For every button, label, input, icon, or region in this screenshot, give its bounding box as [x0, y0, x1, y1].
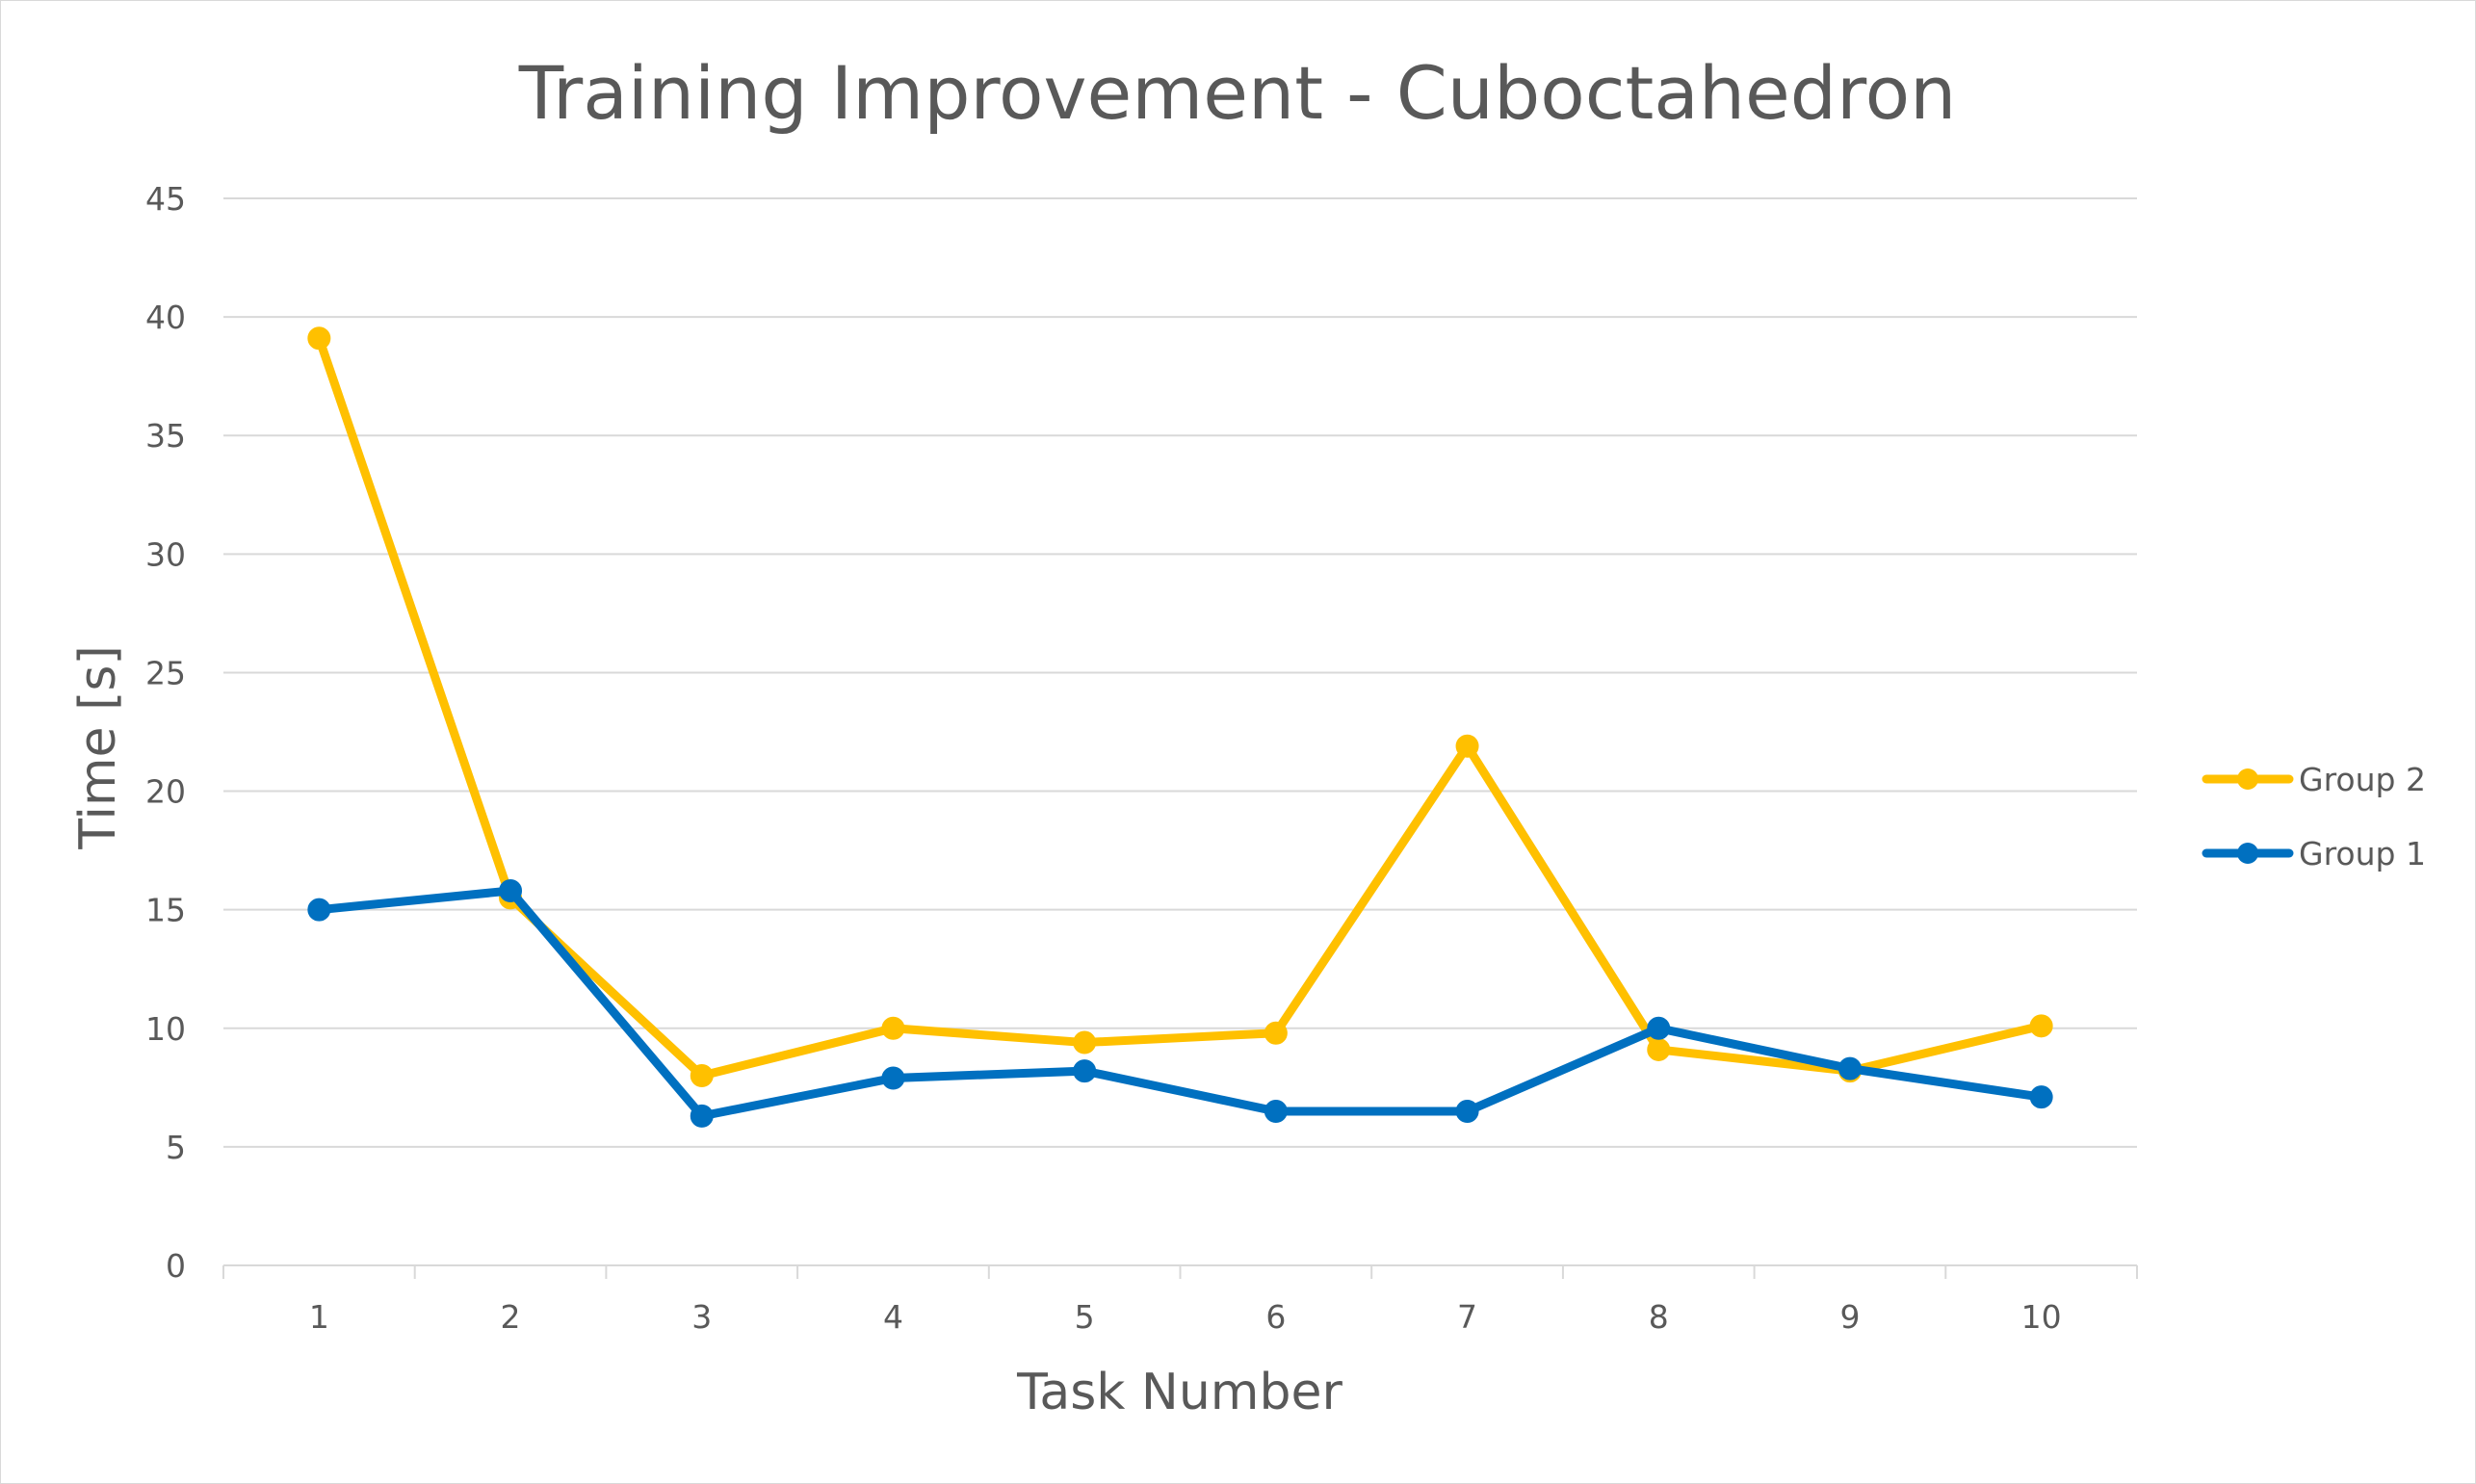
data-point-group-1: [1647, 1016, 1671, 1040]
series-group-2: [307, 326, 2053, 1088]
data-point-group-1: [1837, 1056, 1862, 1080]
y-tick-label: 0: [166, 1247, 186, 1285]
y-tick-label: 45: [145, 180, 186, 218]
series-line-group-1: [314, 886, 2046, 1121]
data-point-group-1: [1073, 1059, 1097, 1083]
x-tick-label: 9: [1839, 1298, 1860, 1336]
y-tick-label: 10: [145, 1010, 186, 1048]
data-point-group-2: [1264, 1021, 1288, 1045]
x-axis-title: Task Number: [1016, 1364, 1342, 1421]
gridlines: [223, 197, 2137, 1148]
x-tick-label: 3: [691, 1298, 712, 1336]
y-tick-label: 35: [145, 417, 186, 455]
y-tick-label: 25: [145, 654, 186, 691]
y-tick-label: 5: [166, 1129, 186, 1166]
y-tick-label: 20: [145, 773, 186, 811]
series-line-group-2: [314, 333, 2046, 1080]
legend-label: Group 1: [2299, 835, 2426, 872]
y-axis-title: Time [s]: [69, 645, 127, 849]
x-tick-label: 2: [501, 1298, 521, 1336]
data-point-group-1: [2029, 1085, 2053, 1109]
x-axis: [222, 1264, 2138, 1279]
y-axis: 0 5 10 15 20 25 30 35 40 45: [145, 180, 186, 1285]
x-tick-label: 6: [1265, 1298, 1286, 1336]
x-tick-label: 7: [1457, 1298, 1477, 1336]
data-point-group-2: [1073, 1030, 1097, 1054]
x-tick-label: 8: [1649, 1298, 1669, 1336]
x-axis-ticks: 1 2 3 4 5 6 7 8 9 10: [309, 1298, 2062, 1336]
legend-label: Group 2: [2299, 761, 2426, 798]
data-point-group-1: [1264, 1099, 1288, 1123]
legend-item: Group 2: [2202, 761, 2426, 798]
chart-title: Training Improvement - Cuboctahedron: [518, 50, 1957, 136]
data-point-group-1: [307, 898, 331, 922]
data-point-group-2: [2029, 1014, 2053, 1038]
data-point-group-2: [1647, 1037, 1671, 1061]
data-point-group-1: [1455, 1099, 1479, 1123]
y-tick-label: 15: [145, 892, 186, 929]
series-layer: [307, 326, 2053, 1128]
series-group-1: [307, 878, 2053, 1128]
x-tick-label: 10: [2021, 1298, 2062, 1336]
legend-item: Group 1: [2202, 835, 2426, 872]
data-point-group-1: [690, 1104, 714, 1128]
x-tick-label: 4: [883, 1298, 903, 1336]
legend-swatch-marker: [2237, 768, 2258, 790]
data-point-group-1: [881, 1066, 905, 1090]
x-tick-label: 1: [309, 1298, 329, 1336]
data-point-group-2: [1455, 734, 1479, 758]
data-point-group-1: [499, 878, 523, 902]
x-tick-label: 5: [1075, 1298, 1095, 1336]
data-point-group-2: [307, 326, 331, 351]
legend-swatch-marker: [2237, 843, 2258, 864]
data-point-group-2: [881, 1016, 905, 1040]
y-tick-label: 40: [145, 299, 186, 336]
legend: Group 2 Group 1: [2202, 761, 2426, 872]
y-tick-label: 30: [145, 535, 186, 573]
data-point-group-2: [690, 1064, 714, 1088]
